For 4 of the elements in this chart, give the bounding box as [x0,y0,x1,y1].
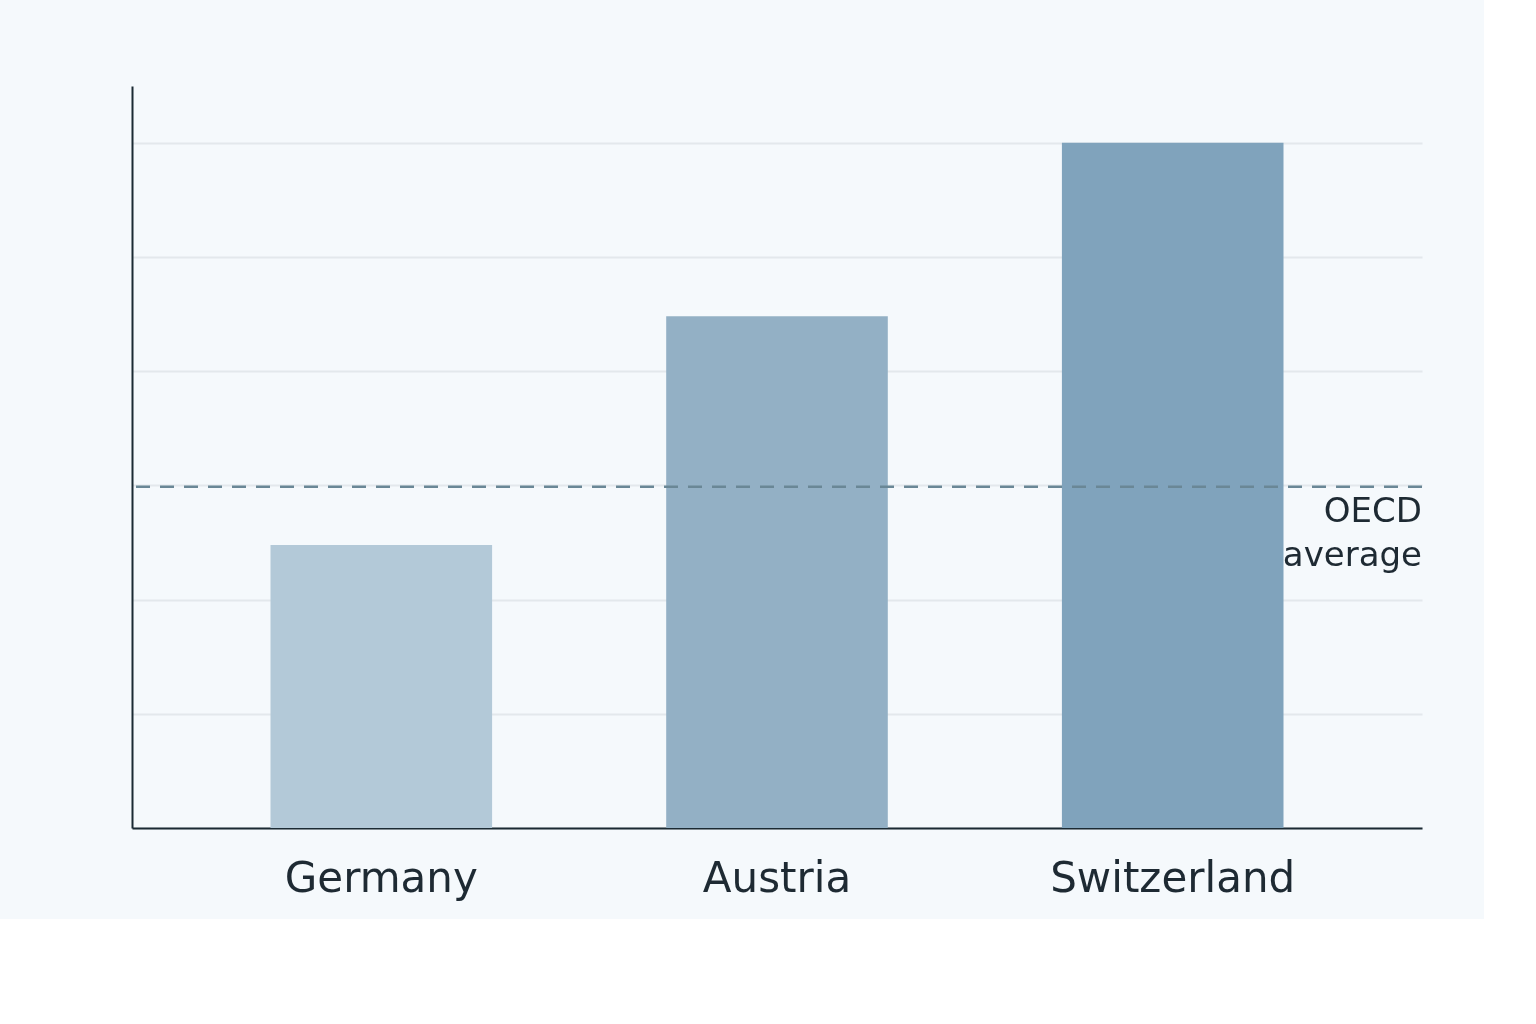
ref-line-label: OECD average [1282,489,1422,574]
x-tick-label: Germany [284,852,478,902]
x-tick-label: Austria [702,852,852,902]
x-tick-label: Switzerland [1050,852,1296,902]
